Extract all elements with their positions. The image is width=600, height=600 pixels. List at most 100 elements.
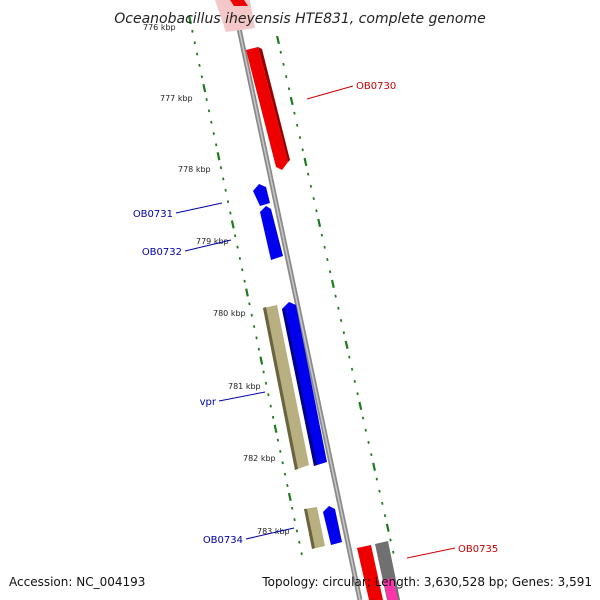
ruler-minor-tick xyxy=(392,550,395,554)
tick-track-inner xyxy=(188,15,303,556)
ruler-minor-tick xyxy=(375,477,378,481)
ruler-minor-tick xyxy=(309,184,313,188)
gene-ob0735[interactable] xyxy=(357,545,383,600)
ruler-minor-tick xyxy=(337,306,340,310)
ruler-minor-tick xyxy=(300,552,303,556)
ruler-major-tick xyxy=(303,157,308,167)
leader-ob0732 xyxy=(184,239,232,252)
ruler-minor-tick xyxy=(272,415,275,419)
feature-top-red xyxy=(230,0,248,6)
ruler-minor-tick xyxy=(291,506,294,510)
gene-label-ob0732[interactable]: OB0732 xyxy=(142,247,182,258)
ruler-minor-tick xyxy=(287,87,291,91)
genome-summary-text: Topology: circular; Length: 3,630,528 bp… xyxy=(261,575,592,589)
ruler-label: 783 kbp xyxy=(257,527,290,536)
ruler-major-tick xyxy=(276,35,280,45)
ruler-minor-tick xyxy=(224,188,227,192)
leader-vpr xyxy=(218,391,266,402)
ruler-minor-tick xyxy=(215,143,218,147)
ruler-minor-tick xyxy=(283,472,287,476)
ruler-minor-tick xyxy=(212,132,215,135)
ruler-minor-tick xyxy=(383,514,387,518)
ruler-minor-tick xyxy=(378,489,381,493)
gene-vpr[interactable] xyxy=(282,302,327,466)
feature-vpr-olive-shade xyxy=(263,307,298,470)
ruler-major-tick xyxy=(385,523,390,532)
ruler-minor-tick xyxy=(326,257,329,262)
ruler-major-tick xyxy=(287,492,292,502)
ruler-minor-tick xyxy=(238,256,242,260)
ruler-minor-tick xyxy=(353,379,356,383)
ruler-minor-tick xyxy=(312,197,315,201)
ruler-minor-tick xyxy=(323,245,326,249)
ruler-minor-tick xyxy=(293,518,296,522)
ruler-minor-tick xyxy=(226,200,230,204)
gene-vpr-shade xyxy=(282,309,317,466)
ruler-minor-tick xyxy=(262,370,265,374)
ruler-minor-tick xyxy=(334,294,337,298)
ruler-minor-tick xyxy=(285,75,288,79)
ruler-major-tick xyxy=(273,424,278,433)
gene-ob0730[interactable] xyxy=(246,47,288,170)
ruler-minor-tick xyxy=(342,331,345,335)
gene-label-ob0731[interactable]: OB0731 xyxy=(133,209,173,220)
ruler-minor-tick xyxy=(348,355,351,359)
ruler-minor-tick xyxy=(236,245,239,249)
feature-ob0734-olive xyxy=(304,507,325,549)
ruler-minor-tick xyxy=(207,109,211,113)
ruler-minor-tick xyxy=(248,302,251,306)
ruler-minor-tick xyxy=(282,62,285,66)
ruler-major-tick xyxy=(344,340,349,350)
ruler-minor-tick xyxy=(210,120,213,124)
ruler-minor-tick xyxy=(269,404,272,408)
leader-ob0735 xyxy=(406,547,456,559)
gene-label-ob0734[interactable]: OB0734 xyxy=(203,535,243,546)
ruler-minor-tick xyxy=(279,449,282,453)
gene-label-ob0735[interactable]: OB0735 xyxy=(458,544,498,555)
gene-ob0734[interactable] xyxy=(323,506,342,545)
ruler-minor-tick xyxy=(219,166,223,170)
ruler-minor-tick xyxy=(364,428,367,432)
ruler-label: 777 kbp xyxy=(160,94,193,103)
gene-label-ob0730[interactable]: OB0730 xyxy=(356,81,396,92)
ruler-major-tick xyxy=(202,83,207,93)
ruler-minor-tick xyxy=(315,209,318,213)
accession-text: Accession: NC_004193 xyxy=(9,575,145,589)
ruler-minor-tick xyxy=(229,211,232,215)
ruler-minor-tick xyxy=(298,540,301,544)
ruler-label: 780 kbp xyxy=(213,309,246,318)
ruler-minor-tick xyxy=(257,347,261,351)
feature-top-faded xyxy=(215,0,255,32)
ruler-minor-tick xyxy=(381,501,384,505)
feature-ob0735-magenta xyxy=(383,578,398,600)
ruler-minor-tick xyxy=(234,234,237,238)
gene-ob0730-shade xyxy=(258,47,290,162)
ruler-minor-tick xyxy=(241,268,244,272)
ruler-minor-tick xyxy=(361,416,365,420)
feature-ob0734-olive-shade xyxy=(304,509,315,549)
ruler-label: 776 kbp xyxy=(143,23,176,32)
tick-track-outer xyxy=(276,35,395,554)
ruler-minor-tick xyxy=(389,538,392,542)
ruler-minor-tick xyxy=(196,52,199,56)
ruler-major-tick xyxy=(317,218,322,228)
gene-ob0732[interactable] xyxy=(260,206,283,260)
ruler-minor-tick xyxy=(222,177,225,181)
ruler-major-tick xyxy=(188,15,192,25)
ruler-label: 779 kbp xyxy=(196,237,229,246)
ruler-major-tick xyxy=(289,96,294,106)
ruler-minor-tick xyxy=(205,98,208,101)
ruler-labels: 776 kbp 777 kbp 778 kbp 779 kbp 780 kbp … xyxy=(143,23,290,536)
ruler-label: 778 kbp xyxy=(178,165,211,174)
gene-label-vpr[interactable]: vpr xyxy=(200,397,217,408)
ruler-major-tick xyxy=(330,279,335,289)
ruler-minor-tick xyxy=(307,172,310,176)
ruler-minor-tick xyxy=(298,136,302,139)
map-title: Oceanobacillus iheyensis HTE831, complet… xyxy=(114,11,485,27)
ruler-minor-tick xyxy=(250,313,253,317)
ruler-major-tick xyxy=(372,462,376,471)
ruler-label: 781 kbp xyxy=(228,382,261,391)
gene-ob0731[interactable] xyxy=(253,184,270,206)
ruler-major-tick xyxy=(259,356,264,365)
